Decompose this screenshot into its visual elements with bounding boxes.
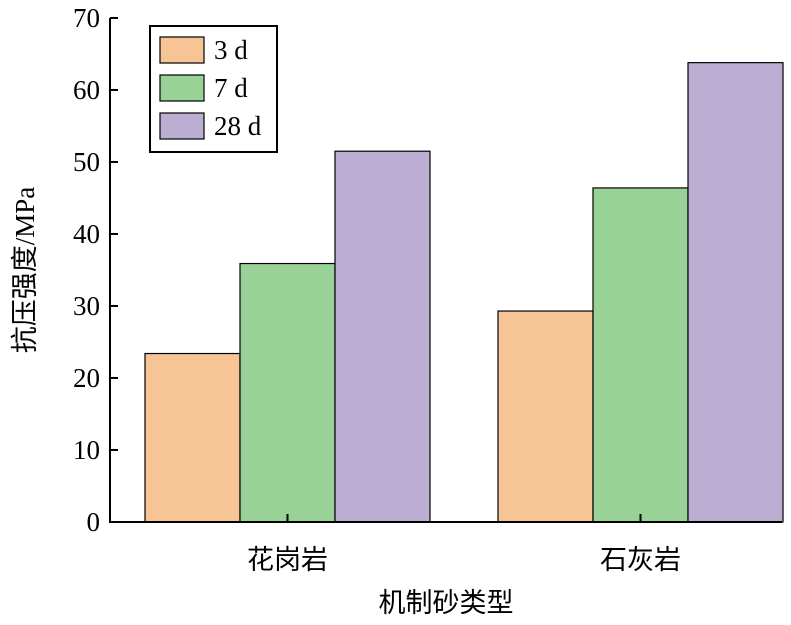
bar-1-3 (334, 150, 431, 523)
bar-2-2 (592, 187, 689, 523)
y-tick-label: 10 (73, 435, 100, 465)
y-tick-label: 70 (73, 3, 100, 33)
legend: 3 d 7 d 28 d (149, 25, 278, 153)
y-axis-label: 抗压强度/MPa (10, 187, 40, 354)
legend-swatch-2 (159, 74, 205, 102)
y-tick-label: 30 (73, 291, 100, 321)
y-tick-label: 50 (73, 147, 100, 177)
bar-2-1 (497, 310, 594, 523)
bar-2-3 (687, 62, 784, 523)
y-tick-label: 60 (73, 75, 100, 105)
bar-1-1 (144, 352, 241, 523)
bars (144, 62, 784, 523)
y-tick-label: 40 (73, 219, 100, 249)
legend-label-3: 28 d (214, 111, 262, 141)
x-tick-label: 石灰岩 (600, 545, 681, 575)
legend-swatch-1 (159, 36, 205, 64)
x-axis-ticks: 花岗岩 石灰岩 (247, 514, 681, 575)
y-tick-label: 0 (87, 507, 101, 537)
x-axis-label: 机制砂类型 (379, 588, 514, 618)
x-tick-label: 花岗岩 (247, 545, 328, 575)
y-axis-ticks: 0 10 20 30 40 50 60 70 (73, 3, 118, 537)
legend-label-1: 3 d (214, 35, 248, 65)
y-tick-label: 20 (73, 363, 100, 393)
legend-swatch-3 (159, 112, 205, 140)
bar-1-2 (239, 262, 336, 523)
legend-label-2: 7 d (214, 73, 248, 103)
